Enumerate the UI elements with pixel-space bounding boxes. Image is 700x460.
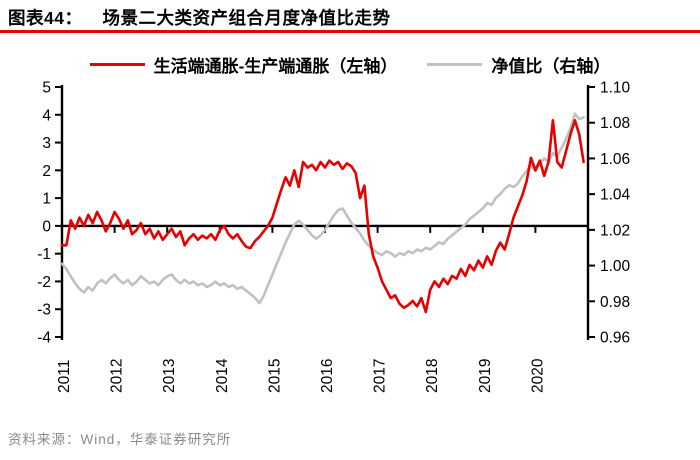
x-axis-label: 2011	[56, 360, 73, 393]
right-axis-label: 1.08	[600, 115, 630, 132]
x-axis-label: 2012	[109, 359, 126, 393]
legend-label-cpi-ppi-gap: 生活端通胀-生产端通胀（左轴）	[153, 57, 398, 76]
left-axis-label: 3	[42, 135, 51, 152]
right-axis-label: 0.98	[600, 294, 630, 311]
right-axis-label: 1.02	[600, 222, 630, 239]
left-axis-label: 0	[42, 218, 51, 235]
chart-header: 图表44： 场景二大类资产组合月度净值比走势	[8, 5, 390, 30]
x-axis-label: 2016	[319, 359, 336, 393]
right-axis-label: 1.06	[600, 151, 630, 168]
legend-item-cpi-ppi-gap: 生活端通胀-生产端通胀（左轴）	[89, 52, 398, 77]
x-axis-label: 2014	[214, 358, 231, 393]
right-axis-label: 1.00	[600, 258, 631, 275]
left-axis-label: -1	[37, 246, 51, 263]
figure-label: 图表44：	[8, 8, 83, 28]
series-line-cpi-ppi-gap	[60, 119, 585, 314]
right-axis-label: 0.96	[600, 330, 630, 347]
red-line-swatch	[89, 62, 145, 67]
x-axis-label: 2019	[477, 359, 494, 393]
legend-item-net-value-ratio: 净值比（右轴）	[427, 52, 610, 77]
legend-label-net-value-ratio: 净值比（右轴）	[491, 57, 611, 76]
title-divider	[0, 30, 700, 33]
right-axis-label: 1.04	[600, 187, 631, 204]
left-axis-label: -2	[37, 274, 51, 291]
left-axis-label: 4	[42, 107, 51, 124]
left-axis-label: 2	[42, 163, 51, 180]
source-note: 资料来源：Wind，华泰证券研究所	[8, 432, 232, 447]
x-axis-label: 2013	[161, 359, 178, 393]
gray-line-swatch	[427, 62, 483, 67]
page-title: 场景二大类资产组合月度净值比走势	[102, 8, 391, 28]
x-axis-label: 2018	[424, 359, 441, 393]
x-axis-label: 2015	[266, 359, 283, 393]
left-axis-label: 5	[42, 80, 51, 97]
left-axis-label: -3	[37, 302, 51, 319]
series-line-net-value-ratio	[60, 112, 585, 305]
right-axis-label: 1.10	[600, 80, 631, 97]
left-axis-label: 1	[42, 191, 51, 208]
legend: 生活端通胀-生产端通胀（左轴） 净值比（右轴）	[0, 52, 700, 77]
x-axis-label: 2017	[372, 359, 389, 393]
x-axis-label: 2020	[529, 358, 546, 393]
left-axis-label: -4	[37, 330, 51, 347]
